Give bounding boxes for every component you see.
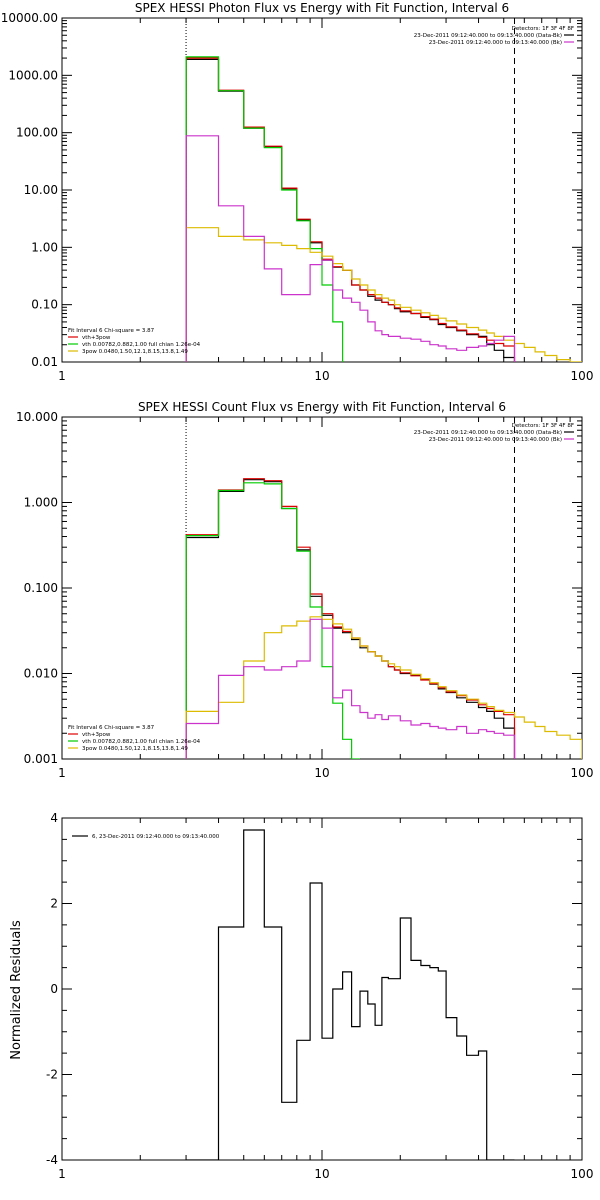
legend-entry: vth 0.00782,0.882,1.00 full chian 1.26e-… [82, 739, 201, 745]
legend-header: Fit Interval 6 Chi-square = 3.87 [68, 328, 155, 334]
series-group [185, 478, 582, 759]
y-tick-label: 100.00 [16, 126, 58, 140]
x-tick-label: 1 [58, 369, 66, 383]
x-tick-label: 100 [571, 766, 594, 780]
legend-entry: 23-Dec-2011 09:12:40.000 to 09:13:40.000… [429, 40, 562, 46]
y-tick-label: 10.00 [24, 183, 58, 197]
y-tick-label: 0.10 [31, 298, 58, 312]
y-tick-label: 0 [50, 982, 58, 996]
count-flux-panel: SPEX HESSI Count Flux vs Energy with Fit… [16, 400, 593, 780]
y-tick-label: 1.00 [31, 240, 58, 254]
series-line [185, 227, 582, 362]
series-line [185, 58, 516, 362]
series-line [186, 829, 515, 1160]
x-tick-label: 1 [58, 1167, 66, 1181]
x-tick-label: 100 [571, 1167, 594, 1181]
series-line [185, 482, 360, 759]
y-axis-label: Normalized Residuals [9, 920, 24, 1060]
y-tick-label: 0.010 [24, 667, 58, 681]
y-tick-label: -2 [46, 1068, 58, 1082]
legend-header: Fit Interval 6 Chi-square = 3.87 [68, 725, 155, 731]
y-tick-label: 0.001 [24, 752, 58, 766]
y-tick-label: 10.000 [16, 410, 58, 424]
series-line [185, 478, 516, 759]
residuals-panel: Normalized Residuals 1 10 100 -4 -2 0 2 4 6, 23-… [9, 811, 593, 1181]
series-group [186, 829, 515, 1160]
series-line [185, 135, 516, 362]
photon-flux-panel: SPEX HESSI Photon Flux vs Energy with Fi… [1, 1, 594, 383]
x-tick-label: 100 [571, 369, 594, 383]
chart-title: SPEX HESSI Photon Flux vs Energy with Fi… [135, 1, 509, 15]
legend-entry: 3pow 0.0480,1.50,12.1,8.15,13.8,1.49 [82, 746, 188, 752]
y-tick-label: 1000.00 [8, 68, 58, 82]
y-tick-label: 4 [50, 811, 58, 825]
y-tick-label: 1.000 [24, 496, 58, 510]
series-line [185, 56, 344, 362]
series-line [185, 616, 582, 759]
plot-frame [61, 416, 583, 760]
legend-entry: 23-Dec-2011 09:12:40.000 to 09:13:40.000… [414, 33, 562, 39]
series-line [185, 57, 516, 362]
legend-header: Detectors: 1F 3F 4F 8F [512, 26, 574, 32]
legend-entry: 23-Dec-2011 09:12:40.000 to 09:13:40.000… [429, 437, 562, 443]
legend-entry: vth 0.00782,0.882,1.00 full chian 1.26e-… [82, 342, 201, 348]
y-tick-label: 0.01 [31, 355, 58, 369]
legend-header: Detectors: 1F 3F 4F 8F [512, 423, 574, 429]
y-tick-label: 10000.00 [1, 11, 58, 25]
legend-entry: 6, 23-Dec-2011 09:12:40.000 to 09:13:40.… [92, 834, 220, 840]
series-group [185, 56, 582, 362]
x-tick-label: 10 [314, 369, 329, 383]
legend-entry: 23-Dec-2011 09:12:40.000 to 09:13:40.000… [414, 430, 562, 436]
plot-frame [61, 17, 583, 363]
x-tick-label: 10 [314, 766, 329, 780]
legend-entry: 3pow 0.0480,1.50,12.1,8.15,13.8,1.49 [82, 349, 188, 355]
y-tick-label: -4 [46, 1153, 58, 1167]
legend-entry: vth+3pow [82, 335, 111, 341]
chart-title: SPEX HESSI Count Flux vs Energy with Fit… [138, 400, 506, 414]
y-tick-label: 0.100 [24, 581, 58, 595]
series-line [185, 618, 516, 759]
x-tick-label: 1 [58, 766, 66, 780]
legend-entry: vth+3pow [82, 732, 111, 738]
x-tick-label: 10 [314, 1167, 329, 1181]
y-tick-label: 2 [50, 897, 58, 911]
series-line [185, 479, 516, 759]
